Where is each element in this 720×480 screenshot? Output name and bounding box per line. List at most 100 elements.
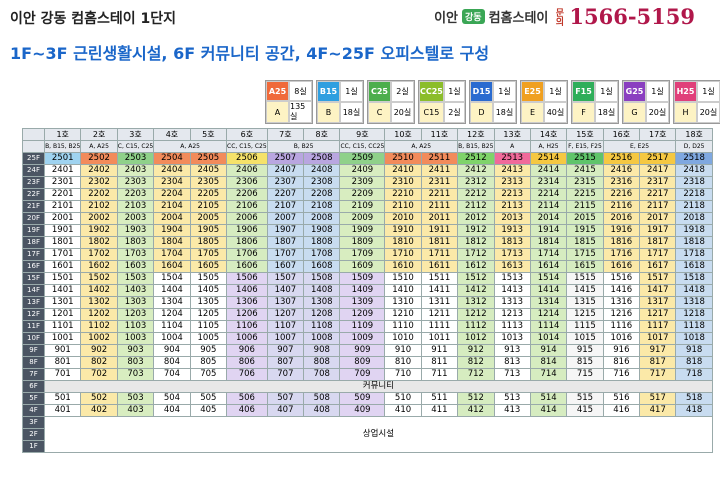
unit-cell: 1917 — [639, 224, 677, 237]
legend-count: 2실 — [391, 81, 414, 102]
unit-cell: 509 — [339, 392, 386, 405]
floor-row: 22F 2201 2202 2203 2204 2205 2206 2207 2208 2209 2… — [22, 188, 713, 201]
unit-cell: 2315 — [566, 176, 604, 189]
floor-row: 17F 1701 1702 1703 1704 1705 1706 1707 1708 1709 1… — [22, 248, 713, 261]
unit-cell: 1103 — [116, 320, 155, 333]
unit-cell: 503 — [116, 392, 155, 405]
floor-row: 4F 401 402 403 404 405 406 407 408 409 410 411 412 41… — [22, 404, 713, 417]
floor-row: 6F 커뮤니티 — [22, 380, 713, 393]
unit-cell: 808 — [303, 356, 341, 369]
unit-cell: 710 — [384, 368, 422, 381]
floor-row: 13F 1301 1302 1303 1304 1305 1306 1307 1308 1309 1… — [22, 296, 713, 309]
unit-cell: 1008 — [303, 332, 341, 345]
unit-cell: 516 — [602, 392, 641, 405]
unit-cell: 2405 — [189, 164, 228, 177]
unit-cell: 514 — [529, 392, 568, 405]
unit-cell: 2017 — [639, 212, 677, 225]
unit-cell: 809 — [339, 356, 386, 369]
unit-cell: 1010 — [384, 332, 422, 345]
floor-row: 9F 901 902 903 904 905 906 907 908 909 910 911 912 91… — [22, 344, 713, 357]
floor-label: 18F — [22, 236, 45, 249]
unit-cell: 1101 — [43, 320, 82, 333]
unit-cell: 2418 — [675, 164, 713, 177]
unit-cell: 405 — [189, 404, 228, 417]
legend-total: 20실 — [391, 102, 414, 123]
unit-cell: 2006 — [226, 212, 268, 225]
unit-header: 16호 — [602, 128, 641, 141]
floor-label: 17F — [22, 248, 45, 261]
unit-cell: 1707 — [266, 248, 305, 261]
unit-cell: 2103 — [116, 200, 155, 213]
legend-type: E — [521, 102, 544, 123]
legend-code: A25 — [266, 81, 289, 101]
legend-code: F15 — [572, 81, 595, 102]
unit-cell: 2018 — [675, 212, 713, 225]
unit-cell: 1208 — [303, 308, 341, 321]
unit-cell: 2402 — [80, 164, 118, 177]
unit-cell: 2517 — [639, 152, 677, 165]
unit-cell: 2206 — [226, 188, 268, 201]
unit-table: 1호 2호 3호 4호 5호 6호 7호 8호 9호 10호 11호 12호 13호 14호 15호 16호 1… — [22, 128, 713, 453]
legend-total: 20실 — [646, 102, 669, 123]
unit-cell: 2115 — [566, 200, 604, 213]
legend-type: G — [623, 102, 646, 123]
unit-cell: 1803 — [116, 236, 155, 249]
unit-cell: 411 — [420, 404, 459, 417]
unit-cell: 1217 — [639, 308, 677, 321]
unit-cell: 2502 — [80, 152, 118, 165]
unit-cell: 1815 — [566, 236, 604, 249]
legend-code: E25 — [521, 81, 544, 102]
floor-label: 14F — [22, 284, 45, 297]
unit-cell: 1104 — [153, 320, 191, 333]
unit-cell: 2417 — [639, 164, 677, 177]
unit-cell: 704 — [153, 368, 191, 381]
unit-cell: 1018 — [675, 332, 713, 345]
legend-item: A25 8실 A 135실 — [265, 80, 313, 124]
unit-cell: 2504 — [153, 152, 191, 165]
unit-cell: 2214 — [529, 188, 568, 201]
unit-cell: 1603 — [116, 260, 155, 273]
unit-cell: 1115 — [566, 320, 604, 333]
unit-cell: 2012 — [457, 212, 495, 225]
unit-cell: 1810 — [384, 236, 422, 249]
floor-row: 24F 2401 2402 2403 2404 2405 2406 2407 2408 2409 2… — [22, 164, 713, 177]
unit-cell: 1913 — [493, 224, 531, 237]
unit-cell: 2114 — [529, 200, 568, 213]
unit-cell: 2513 — [493, 152, 531, 165]
legend-total: 20실 — [697, 102, 720, 123]
unit-cell: 902 — [80, 344, 118, 357]
unit-cell: 1610 — [384, 260, 422, 273]
legend-code: G25 — [623, 81, 646, 102]
inquiry: 문의 — [553, 7, 564, 26]
unit-cell: 1801 — [43, 236, 82, 249]
floor-label: 9F — [22, 344, 45, 357]
legend-count: 1실 — [646, 81, 669, 102]
unit-cell: 718 — [675, 368, 713, 381]
unit-cell: 1011 — [420, 332, 459, 345]
unit-cell: 2208 — [303, 188, 341, 201]
unit-cell: 1601 — [43, 260, 82, 273]
floor-row: 7F 701 702 703 704 705 706 707 708 709 710 711 712 71… — [22, 368, 713, 381]
unit-cell: 1215 — [566, 308, 604, 321]
unit-cell: 2008 — [303, 212, 341, 225]
unit-header: 13호 — [493, 128, 531, 141]
floor-label: 20F — [22, 212, 45, 225]
unit-cell: 2107 — [266, 200, 305, 213]
floor-label: 22F — [22, 188, 45, 201]
unit-cell: 1915 — [566, 224, 604, 237]
unit-cell: 1606 — [226, 260, 268, 273]
unit-cell: 1403 — [116, 284, 155, 297]
unit-cell: 1901 — [43, 224, 82, 237]
unit-cell: 2509 — [339, 152, 386, 165]
unit-cell: 413 — [493, 404, 531, 417]
unit-cell: 1003 — [116, 332, 155, 345]
unit-cell: 1406 — [226, 284, 268, 297]
unit-cell: 1708 — [303, 248, 341, 261]
unit-cell: 2202 — [80, 188, 118, 201]
unit-cell: 2503 — [116, 152, 155, 165]
type-header: CC, C15, CC25 — [339, 140, 386, 153]
unit-cell: 810 — [384, 356, 422, 369]
legend-count: 1실 — [595, 81, 618, 102]
unit-cell: 1109 — [339, 320, 386, 333]
legend-item: B15 1실 B 18실 — [316, 80, 364, 124]
